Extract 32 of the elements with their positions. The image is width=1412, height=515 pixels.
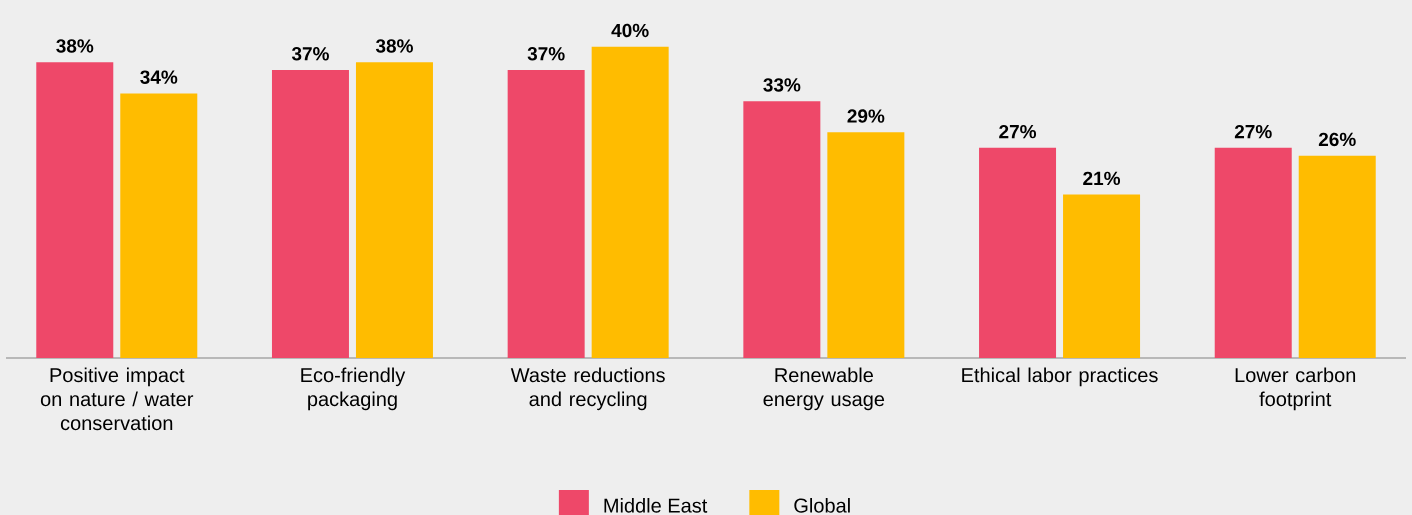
data-label: 37% bbox=[527, 47, 565, 61]
bar bbox=[507, 70, 585, 358]
data-label: 34% bbox=[140, 70, 178, 84]
x-tick-label: Waste reductions and recycling bbox=[510, 367, 665, 411]
data-label: 40% bbox=[611, 23, 649, 38]
bar bbox=[1063, 194, 1141, 358]
x-tick-label: Eco-friendly packaging bbox=[301, 367, 406, 411]
data-label: 26% bbox=[1318, 132, 1356, 147]
data-label: 27% bbox=[999, 124, 1037, 139]
data-label: 29% bbox=[847, 109, 885, 123]
x-tick-label: Positive impact on nature / water conservation bbox=[40, 367, 194, 431]
bar bbox=[1214, 147, 1292, 358]
bar bbox=[120, 93, 198, 358]
data-label: 27% bbox=[1234, 124, 1272, 139]
legend-label: Global bbox=[794, 497, 850, 513]
bar bbox=[271, 70, 349, 358]
data-label: 21% bbox=[1083, 171, 1121, 186]
data-label: 33% bbox=[763, 78, 801, 92]
bar bbox=[36, 62, 114, 358]
legend-label: Middle East bbox=[604, 497, 708, 513]
bar bbox=[355, 62, 433, 358]
x-tick-label: Renewable energy usage bbox=[763, 367, 885, 411]
x-tick-label: Lower carbon footprint bbox=[1235, 367, 1356, 411]
bar bbox=[827, 132, 905, 358]
bar bbox=[979, 147, 1057, 358]
data-label: 37% bbox=[291, 47, 329, 61]
bar bbox=[591, 46, 669, 358]
bar bbox=[743, 101, 821, 358]
data-label: 38% bbox=[56, 39, 94, 53]
x-tick-label: Ethical labor practices bbox=[962, 367, 1158, 387]
data-label: 38% bbox=[375, 39, 413, 53]
bar bbox=[1298, 155, 1376, 358]
